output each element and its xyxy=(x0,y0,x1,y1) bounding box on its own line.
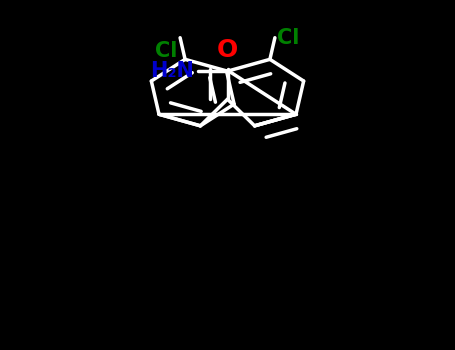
Text: Cl: Cl xyxy=(156,41,178,61)
Text: H₂N: H₂N xyxy=(150,61,194,81)
Text: O: O xyxy=(217,38,238,62)
Text: Cl: Cl xyxy=(277,28,299,48)
